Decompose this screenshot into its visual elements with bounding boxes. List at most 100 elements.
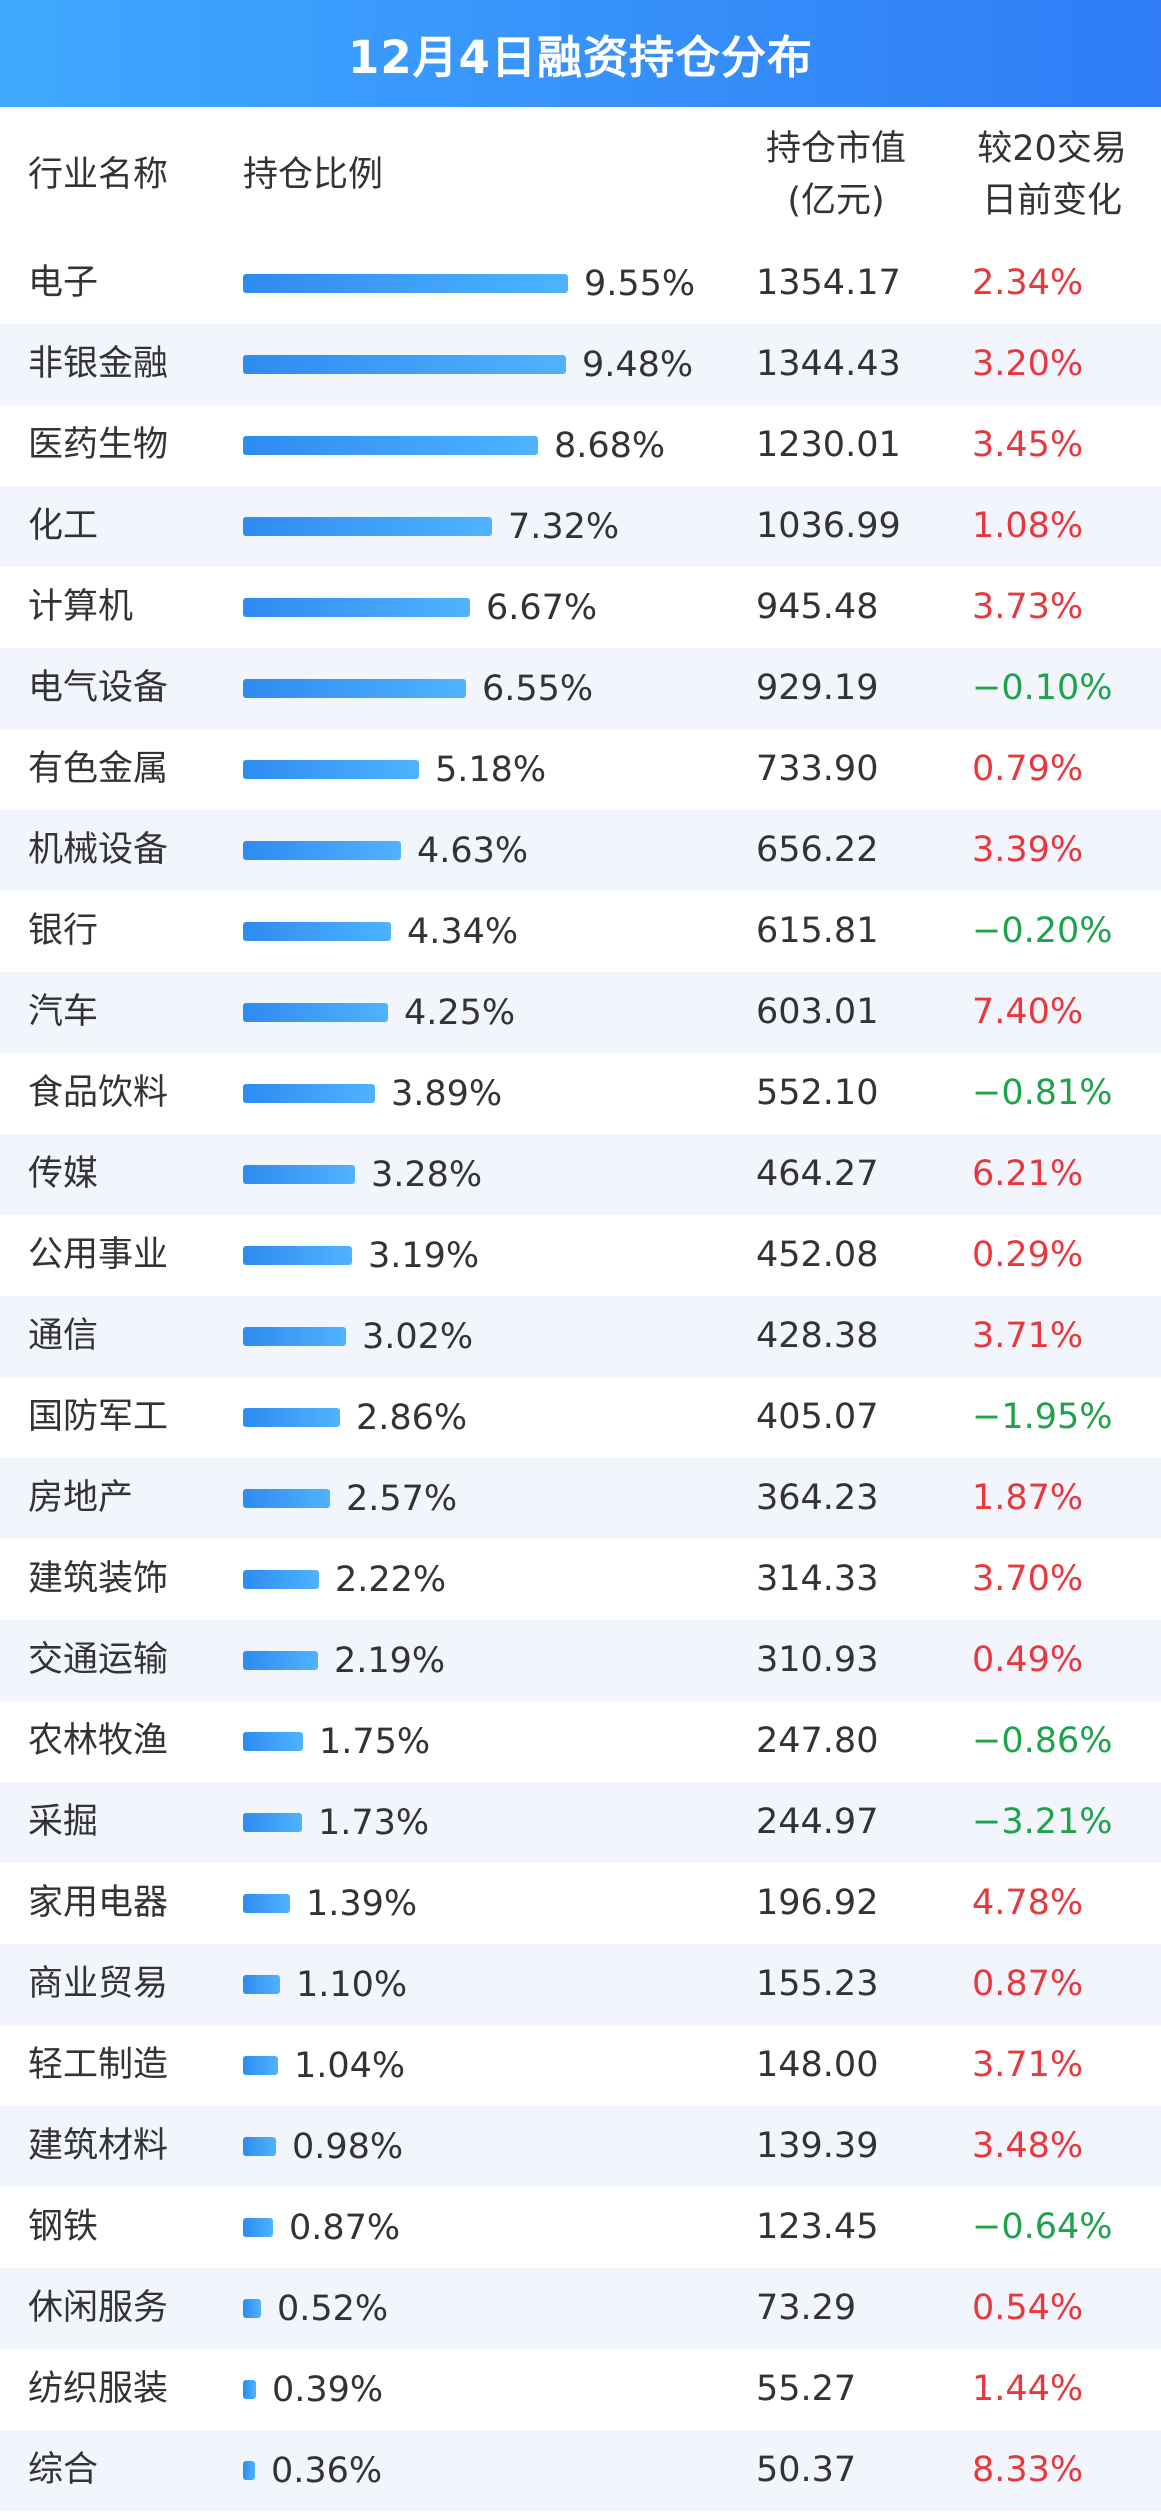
table-row: 交通运输 2.19% 310.93 0.49% (0, 1620, 1161, 1701)
table-row: 食品饮料 3.89% 552.10 −0.81% (0, 1053, 1161, 1134)
header-change: 较20交易 日前变化 (962, 123, 1142, 227)
market-value: 310.93 (756, 1640, 879, 1680)
table-row: 纺织服装 0.39% 55.27 1.44% (0, 2349, 1161, 2430)
change-value: 1.44% (972, 2369, 1084, 2409)
table-row: 钢铁 0.87% 123.45 −0.64% (0, 2187, 1161, 2268)
change-value: −0.10% (972, 668, 1113, 708)
industry-name: 综合 (28, 2450, 99, 2490)
market-value: 50.37 (756, 2450, 857, 2490)
ratio-bar (243, 922, 391, 941)
ratio-bar (243, 760, 419, 779)
ratio-bar (243, 2218, 273, 2237)
change-value: −3.21% (972, 1802, 1113, 1842)
table-row: 电子 9.55% 1354.17 2.34% (0, 243, 1161, 324)
table-row: 非银金融 9.48% 1344.43 3.20% (0, 324, 1161, 405)
ratio-bar (243, 2137, 276, 2156)
table-row: 通信 3.02% 428.38 3.71% (0, 1296, 1161, 1377)
header-market-value-line1: 持仓市值 (765, 129, 906, 169)
market-value: 55.27 (756, 2369, 857, 2409)
change-value: 0.54% (972, 2288, 1084, 2328)
table-row: 国防军工 2.86% 405.07 −1.95% (0, 1377, 1161, 1458)
ratio-label: 3.28% (371, 1155, 483, 1195)
header-change-line1: 较20交易 (977, 129, 1127, 169)
change-value: 7.40% (972, 992, 1084, 1032)
table-title: 12月4日融资持仓分布 (0, 0, 1161, 107)
table-row: 商业贸易 1.10% 155.23 0.87% (0, 1944, 1161, 2025)
table-row: 化工 7.32% 1036.99 1.08% (0, 486, 1161, 567)
industry-name: 非银金融 (28, 344, 169, 384)
ratio-label: 0.39% (272, 2370, 384, 2410)
industry-name: 机械设备 (28, 830, 169, 870)
industry-name: 家用电器 (28, 1883, 169, 1923)
ratio-bar (243, 1327, 346, 1346)
market-value: 247.80 (756, 1721, 879, 1761)
industry-name: 公用事业 (28, 1235, 169, 1275)
table-row: 轻工制造 1.04% 148.00 3.71% (0, 2025, 1161, 2106)
ratio-bar (243, 1813, 302, 1832)
ratio-label: 4.34% (407, 912, 519, 952)
industry-name: 计算机 (28, 587, 134, 627)
ratio-label: 0.87% (289, 2208, 401, 2248)
change-value: 1.87% (972, 1478, 1084, 1518)
ratio-bar (243, 1246, 352, 1265)
table-row: 电气设备 6.55% 929.19 −0.10% (0, 648, 1161, 729)
ratio-label: 1.39% (306, 1884, 418, 1924)
change-value: 0.87% (972, 1964, 1084, 2004)
industry-name: 医药生物 (28, 425, 169, 465)
industry-name: 纺织服装 (28, 2369, 169, 2409)
ratio-bar (243, 841, 401, 860)
ratio-bar (243, 355, 566, 374)
market-value: 405.07 (756, 1397, 879, 1437)
ratio-bar (243, 598, 470, 617)
change-value: −0.81% (972, 1073, 1113, 1113)
table-header: 行业名称 持仓比例 持仓市值 (亿元) 较20交易 日前变化 (0, 107, 1161, 243)
ratio-label: 0.98% (292, 2127, 404, 2167)
change-value: 6.21% (972, 1154, 1084, 1194)
ratio-bar (243, 1732, 303, 1751)
header-change-line2: 日前变化 (981, 181, 1122, 221)
industry-name: 交通运输 (28, 1640, 169, 1680)
change-value: 3.71% (972, 1316, 1084, 1356)
market-value: 615.81 (756, 911, 879, 951)
market-value: 155.23 (756, 1964, 879, 2004)
market-value: 552.10 (756, 1073, 879, 1113)
industry-name: 传媒 (28, 1154, 99, 1194)
change-value: −0.86% (972, 1721, 1113, 1761)
ratio-bar (243, 1975, 280, 1994)
ratio-bar (243, 274, 568, 293)
industry-name: 食品饮料 (28, 1073, 169, 1113)
market-value: 452.08 (756, 1235, 879, 1275)
ratio-label: 1.75% (319, 1722, 431, 1762)
table-row: 综合 0.36% 50.37 8.33% (0, 2430, 1161, 2511)
ratio-bar (243, 2299, 261, 2318)
ratio-label: 4.25% (404, 993, 516, 1033)
ratio-bar (243, 517, 492, 536)
ratio-label: 1.10% (296, 1965, 408, 2005)
change-value: 0.49% (972, 1640, 1084, 1680)
change-value: 0.29% (972, 1235, 1084, 1275)
market-value: 428.38 (756, 1316, 879, 1356)
ratio-bar (243, 1489, 330, 1508)
ratio-label: 3.19% (368, 1236, 480, 1276)
industry-name: 建筑材料 (28, 2126, 169, 2166)
market-value: 364.23 (756, 1478, 879, 1518)
change-value: 3.39% (972, 830, 1084, 870)
table-row: 家用电器 1.39% 196.92 4.78% (0, 1863, 1161, 1944)
ratio-label: 8.68% (554, 426, 666, 466)
industry-name: 采掘 (28, 1802, 99, 1842)
table-row: 有色金属 5.18% 733.90 0.79% (0, 729, 1161, 810)
industry-name: 化工 (28, 506, 99, 546)
market-value: 244.97 (756, 1802, 879, 1842)
header-holding-ratio: 持仓比例 (243, 155, 384, 195)
change-value: 3.45% (972, 425, 1084, 465)
table-row: 农林牧渔 1.75% 247.80 −0.86% (0, 1701, 1161, 1782)
ratio-label: 4.63% (417, 831, 529, 871)
table-row: 建筑装饰 2.22% 314.33 3.70% (0, 1539, 1161, 1620)
industry-name: 休闲服务 (28, 2288, 169, 2328)
industry-name: 建筑装饰 (28, 1559, 169, 1599)
market-value: 603.01 (756, 992, 879, 1032)
ratio-label: 9.55% (584, 264, 696, 304)
ratio-bar (243, 2056, 278, 2075)
ratio-label: 9.48% (582, 345, 694, 385)
